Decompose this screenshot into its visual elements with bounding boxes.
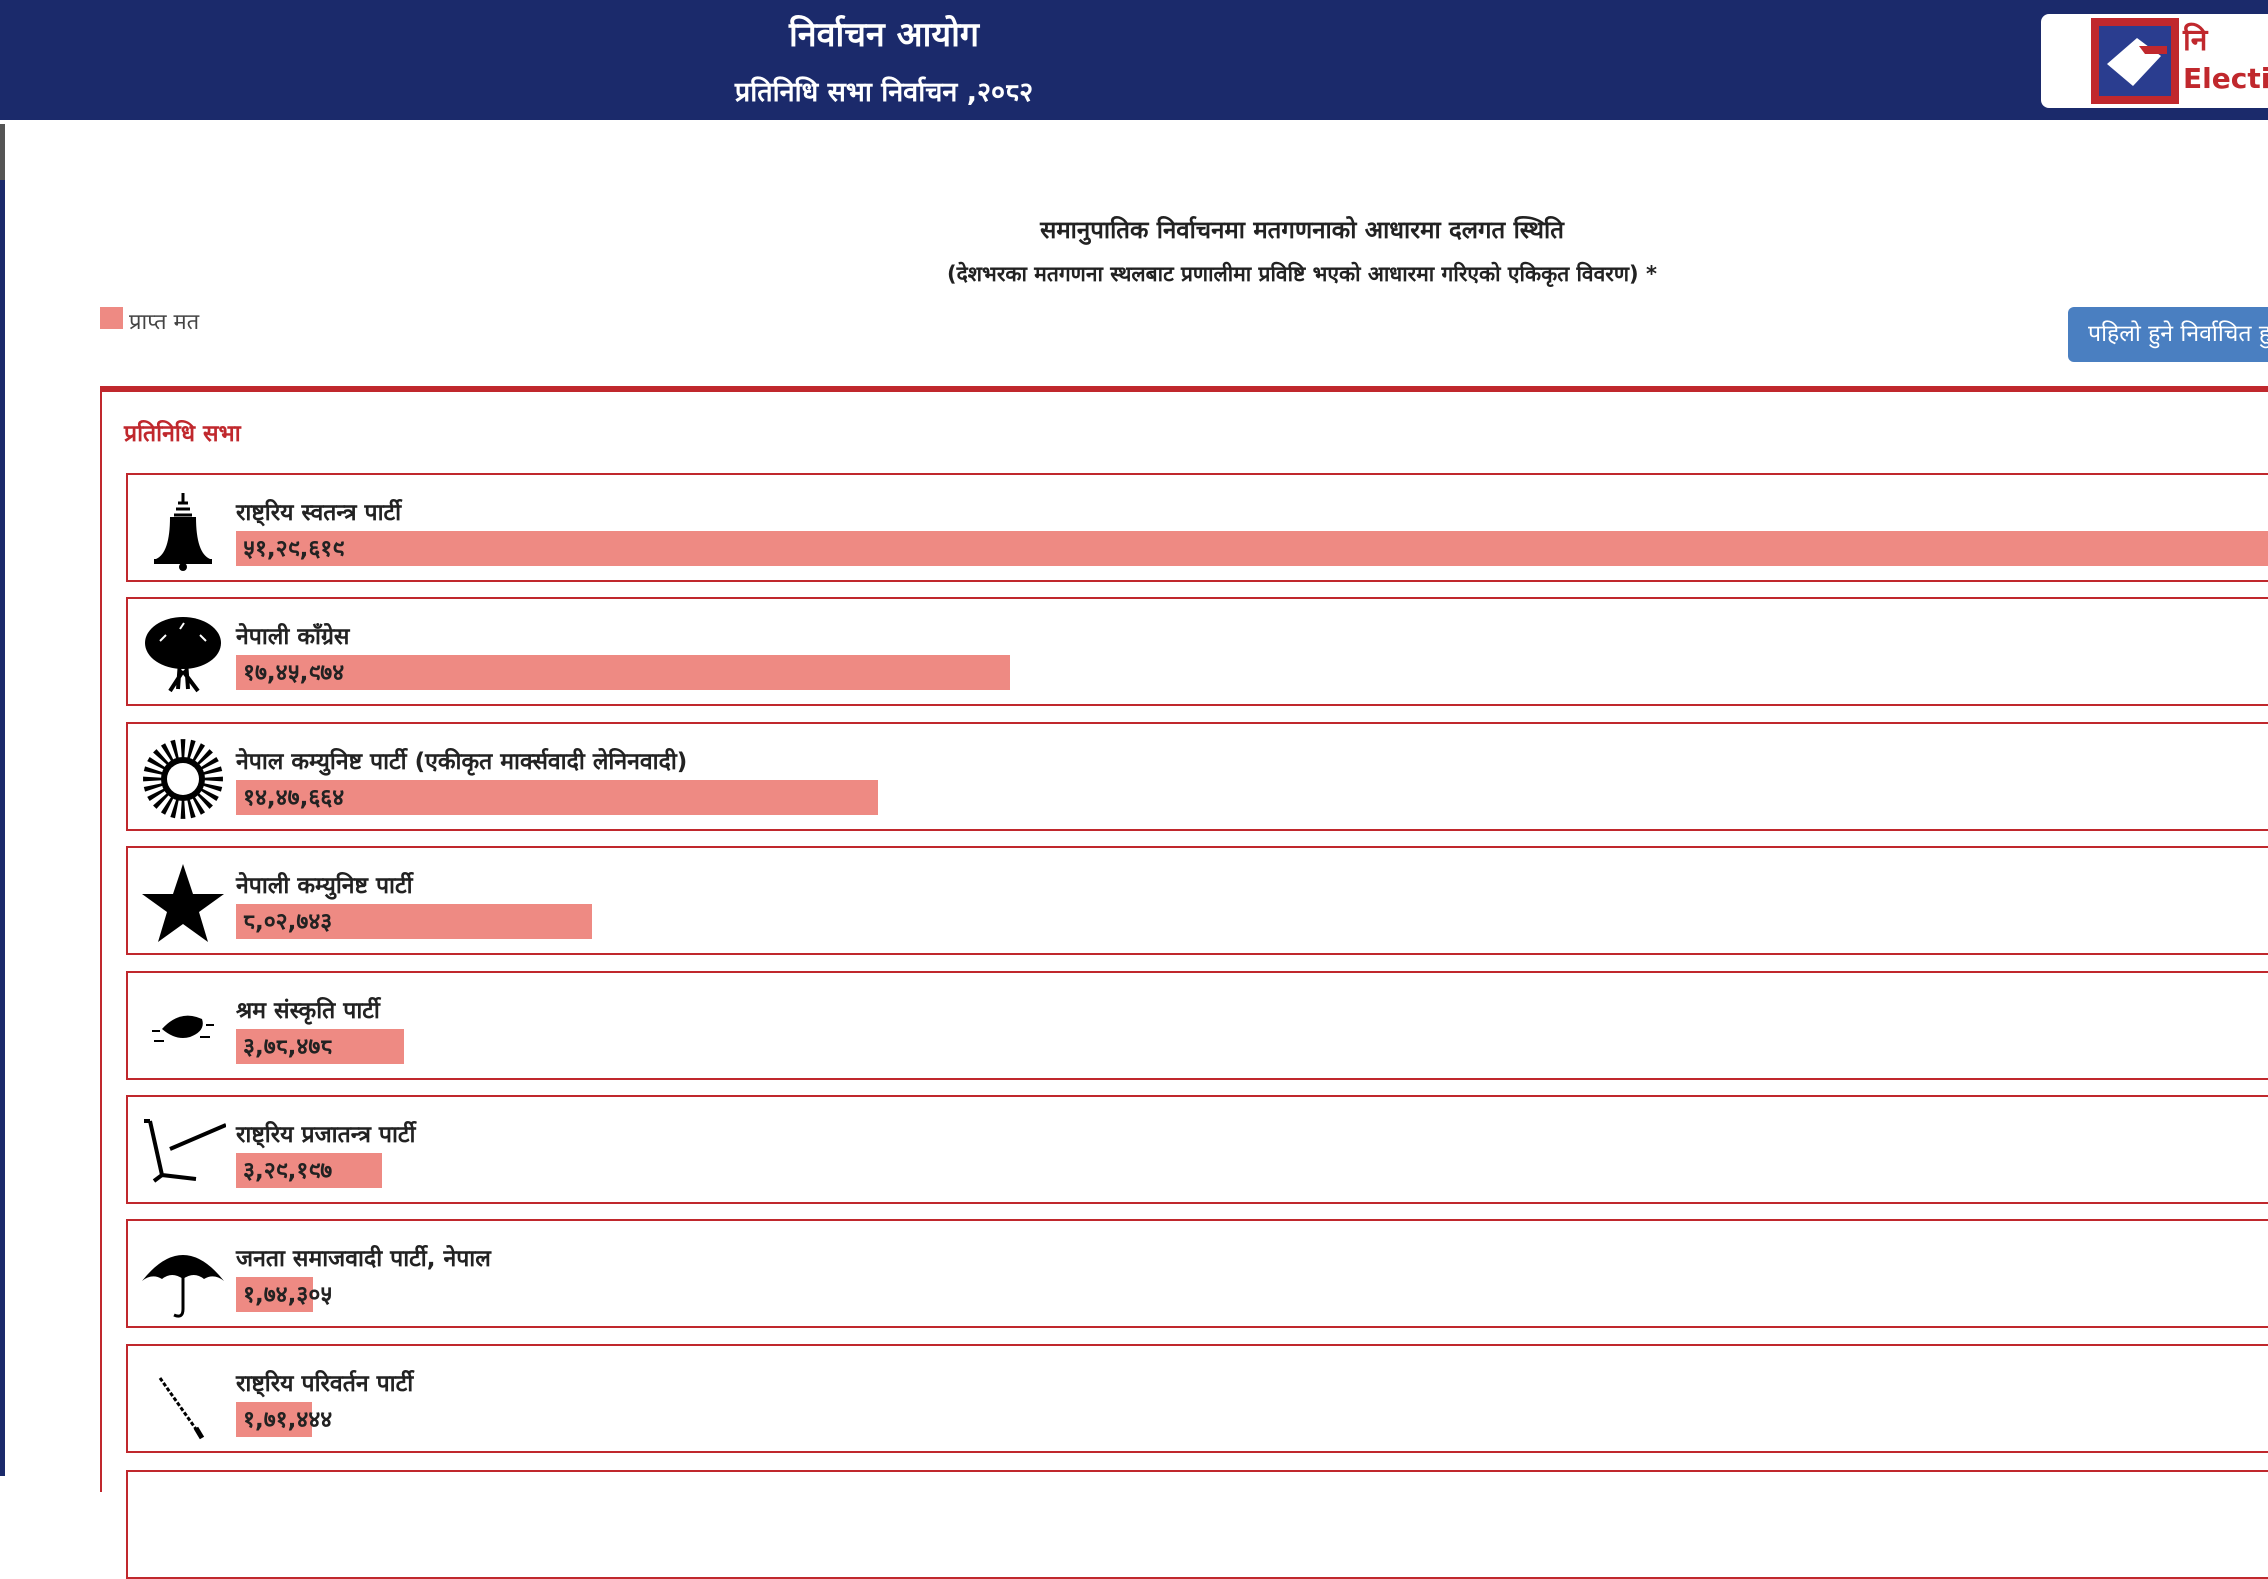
- vote-label: ८,०२,७४३: [243, 909, 333, 936]
- vote-bar: [236, 531, 2268, 566]
- party-name: नेपाली कम्युनिष्ट पार्टी: [236, 873, 413, 900]
- logo-text-ne: नि: [2183, 23, 2208, 58]
- party-name: नेपाल कम्युनिष्ट पार्टी (एकीकृत मार्क्सव…: [236, 748, 688, 775]
- vote-label: ३,७८,४७८: [243, 1033, 333, 1060]
- party-symbol: [145, 617, 221, 693]
- party-row: राष्ट्रिय परिवर्तन पार्टी १,७१,४४४: [126, 1343, 2268, 1453]
- legend-label: प्राप्त मत: [129, 310, 200, 335]
- header-subtitle: प्रतिनिधि सभा निर्वाचन ,२०८२: [734, 77, 1034, 108]
- left-edge-top: [0, 124, 5, 180]
- party-name: जनता समाजवादी पार्टी, नेपाल: [236, 1246, 491, 1273]
- party-row: नेपाली कम्युनिष्ट पार्टी ८,०२,७४३: [126, 846, 2268, 956]
- vote-bar: [236, 1277, 314, 1313]
- party-symbol: [142, 864, 224, 943]
- heading: समानुपातिक निर्वाचनमा मतगणनाको आधारमा दल…: [1040, 216, 1564, 244]
- vote-bar: [236, 904, 592, 940]
- party-row: [126, 1470, 2268, 1579]
- vote-bar: [236, 1401, 312, 1437]
- vote-bar: [236, 655, 1010, 691]
- party-symbol: [152, 1015, 214, 1042]
- party-symbol: [143, 738, 223, 819]
- party-row: नेपाल कम्युनिष्ट पार्टी (एकीकृत मार्क्सव…: [126, 721, 2268, 831]
- logo-mark: [2091, 18, 2179, 104]
- vote-bar: [236, 1028, 404, 1064]
- party-row: जनता समाजवादी पार्टी, नेपाल १,७४,३०५: [126, 1219, 2268, 1329]
- subheading: (देशभरका मतगणना स्थलबाट प्रणालीमा प्रविष…: [947, 262, 1657, 286]
- party-name: राष्ट्रिय प्रजातन्त्र पार्टी: [236, 1122, 416, 1148]
- party-name: राष्ट्रिय परिवर्तन पार्टी: [236, 1370, 414, 1397]
- party-row: श्रम संस्कृति पार्टी ३,७८,४७८: [126, 970, 2268, 1080]
- vote-label: १४,४७,६६४: [243, 784, 345, 811]
- vote-label: १,७४,३०५: [243, 1282, 333, 1309]
- legend-swatch: [100, 307, 123, 329]
- party-name: नेपाली काँग्रेस: [236, 624, 350, 651]
- party-name: राष्ट्रिय स्वतन्त्र पार्टी: [236, 500, 402, 526]
- logo[interactable]: नि Election: [2041, 14, 2268, 108]
- party-row: नेपाली काँग्रेस १७,४५,९७४: [126, 597, 2268, 707]
- vote-bar: [236, 779, 878, 815]
- vote-label: १,७१,४४४: [243, 1406, 333, 1433]
- party-symbol: [144, 1119, 226, 1183]
- header: निर्वाचन आयोग प्रतिनिधि सभा निर्वाचन ,२०…: [0, 0, 2268, 120]
- logo-text-en: Election: [2183, 62, 2268, 95]
- party-symbol: [142, 1255, 224, 1319]
- vote-label: १७,४५,९७४: [243, 660, 345, 687]
- party-symbol: [158, 1376, 205, 1440]
- left-edge: [0, 124, 5, 1476]
- panel: [100, 386, 2268, 1492]
- header-title: निर्वाचन आयोग: [788, 15, 980, 55]
- toggle-button[interactable]: पहिलो हुने निर्वाचित हुने: [2068, 307, 2268, 362]
- panel-title: प्रतिनिधि सभा: [124, 421, 241, 447]
- party-symbol: [154, 493, 212, 571]
- party-row: राष्ट्रिय प्रजातन्त्र पार्टी ३,२९,१९७: [126, 1095, 2268, 1204]
- vote-label: ५१,२९,६१९: [243, 536, 345, 562]
- party-name: श्रम संस्कृति पार्टी: [236, 997, 380, 1024]
- vote-label: ३,२९,१९७: [243, 1158, 333, 1184]
- vote-bar: [236, 1153, 382, 1188]
- party-row: राष्ट्रिय स्वतन्त्र पार्टी ५१,२९,६१९: [126, 473, 2268, 582]
